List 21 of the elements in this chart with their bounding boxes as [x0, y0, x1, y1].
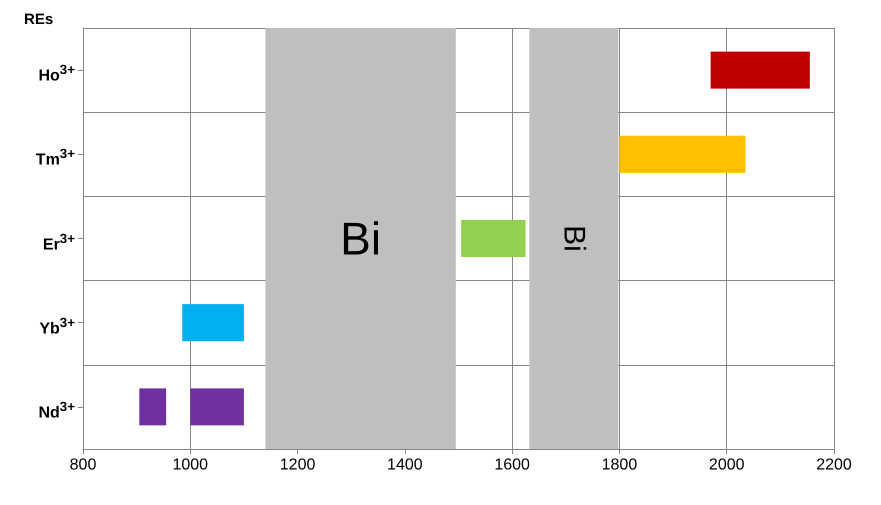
- bar: [710, 52, 810, 89]
- x-tick-label: 1200: [280, 456, 316, 474]
- x-tick-label: 2200: [816, 456, 852, 474]
- bar: [190, 388, 244, 426]
- y-tick-label: Nd$^{3+}$: [38, 398, 75, 424]
- band-label: Bi: [340, 212, 382, 264]
- x-tick-label: 1600: [494, 456, 530, 474]
- bar: [619, 136, 746, 173]
- band-label: Bi: [557, 225, 590, 252]
- bar: [461, 220, 526, 258]
- y-axis-title: REs: [24, 11, 54, 28]
- y-tick-label: Ho$^{3+}$: [38, 61, 75, 86]
- bar: [182, 304, 244, 342]
- y-tick-label: Yb$^{3+}$: [39, 314, 75, 340]
- x-tick-label: 2000: [708, 456, 745, 474]
- y-tick-label: Er$^{3+}$: [42, 230, 75, 255]
- x-tick-label: 1800: [602, 456, 638, 474]
- x-tick-label: 800: [70, 456, 96, 474]
- x-tick-label: 1400: [387, 456, 423, 474]
- y-tick-label: Tm$^{3+}$: [36, 145, 75, 171]
- x-tick-label: 1000: [172, 456, 208, 474]
